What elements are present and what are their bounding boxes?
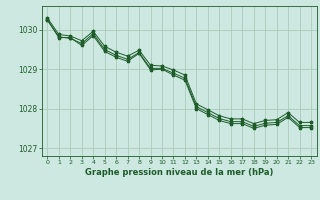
- X-axis label: Graphe pression niveau de la mer (hPa): Graphe pression niveau de la mer (hPa): [85, 168, 273, 177]
